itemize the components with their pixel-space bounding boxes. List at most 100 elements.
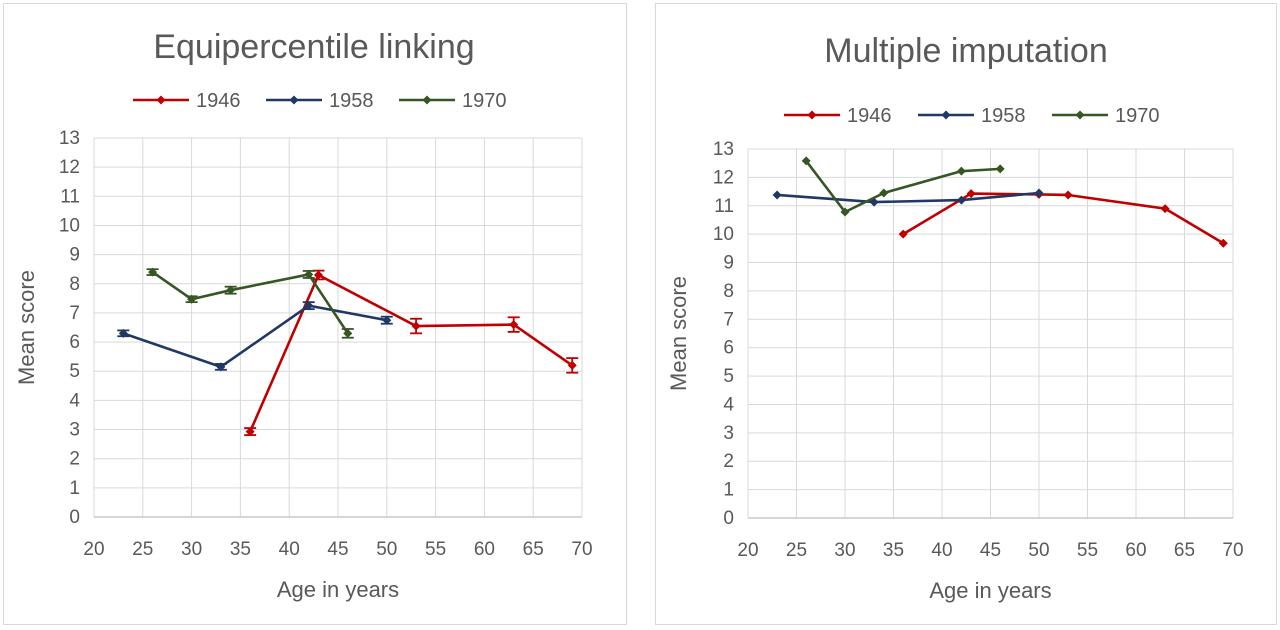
gridlines <box>747 148 1234 519</box>
data-point-1970 <box>801 156 811 166</box>
y-tick-label: 13 <box>713 139 734 160</box>
legend-marker-1958 <box>289 95 299 105</box>
x-tick-label: 30 <box>181 539 202 560</box>
series-line-1970 <box>151 271 349 335</box>
y-tick-label: 6 <box>69 332 80 353</box>
y-tick-label: 8 <box>723 281 734 302</box>
x-tick-label: 55 <box>1077 540 1098 561</box>
x-tick-label: 50 <box>1028 540 1049 561</box>
data-point-1958 <box>772 190 782 200</box>
y-tick-label: 5 <box>69 361 80 382</box>
data-point-1970 <box>879 188 889 198</box>
data-point-1958 <box>1034 188 1044 198</box>
gridlines <box>93 137 583 518</box>
data-point-1970 <box>304 269 314 279</box>
x-tick-label: 65 <box>523 539 544 560</box>
y-tick-label: 12 <box>713 167 734 188</box>
y-tick-label: 10 <box>59 215 80 236</box>
data-point-1946 <box>1160 204 1170 214</box>
data-point-1958 <box>304 301 314 311</box>
data-point-1958 <box>956 195 966 205</box>
y-tick-label: 6 <box>723 338 734 359</box>
legend-item-1946: 1946 <box>784 105 892 127</box>
series-1958 <box>772 188 1044 207</box>
data-point-1958 <box>869 197 879 207</box>
series-line-1970 <box>805 160 1001 214</box>
data-point-1970 <box>226 285 236 295</box>
legend-item-1958: 1958 <box>266 90 374 112</box>
legend: 1946 1958 1970 <box>784 105 1160 127</box>
x-tick-label: 25 <box>132 539 153 560</box>
y-tick-label: 8 <box>69 274 80 295</box>
legend-label-1970: 1970 <box>462 90 507 112</box>
data-point-1970 <box>148 267 158 277</box>
data-point-1970 <box>187 294 197 304</box>
legend-label-1946: 1946 <box>196 90 241 112</box>
y-tick-label: 2 <box>69 449 80 470</box>
data-point-1970 <box>995 164 1005 174</box>
x-axis-label: Age in years <box>277 577 399 602</box>
data-point-1970 <box>343 328 353 338</box>
x-tick-label: 25 <box>786 540 807 561</box>
y-tick-label: 11 <box>60 186 80 207</box>
y-tick-label: 4 <box>723 394 734 415</box>
data-point-1946 <box>966 189 976 199</box>
legend-label-1958: 1958 <box>981 105 1026 127</box>
series-line-1946 <box>248 273 573 433</box>
legend-label-1970: 1970 <box>1115 105 1160 127</box>
chart-title: Multiple imputation <box>824 32 1107 70</box>
x-tick-label: 65 <box>1174 540 1195 561</box>
legend-marker-1970 <box>1075 110 1085 120</box>
x-tick-label: 50 <box>376 539 397 560</box>
x-tick-label: 60 <box>474 539 495 560</box>
legend-item-1958: 1958 <box>918 105 1026 127</box>
legend-marker-1958 <box>941 110 951 120</box>
y-tick-label: 0 <box>723 508 734 529</box>
y-tick-label: 1 <box>69 478 80 499</box>
data-point-1946 <box>509 320 519 330</box>
data-point-1946 <box>898 229 908 239</box>
legend-marker-1946 <box>156 95 166 105</box>
data-point-1958 <box>118 328 128 338</box>
chart-title: Equipercentile linking <box>153 28 474 66</box>
series-line-1958 <box>777 191 1040 204</box>
y-axis-label: Mean score <box>14 270 39 385</box>
x-tick-label: 45 <box>327 539 348 560</box>
y-tick-label: 13 <box>59 128 80 149</box>
x-tick-label: 35 <box>230 539 251 560</box>
x-tick-label: 20 <box>83 539 104 560</box>
data-point-1970 <box>840 207 850 217</box>
legend-item-1946: 1946 <box>133 90 241 112</box>
legend-label-1958: 1958 <box>329 90 374 112</box>
x-tick-label: 45 <box>980 540 1001 561</box>
legend-item-1970: 1970 <box>1052 105 1160 127</box>
y-tick-label: 7 <box>723 309 734 330</box>
legend-marker-1970 <box>422 95 432 105</box>
series-1946 <box>898 189 1228 248</box>
legend-item-1970: 1970 <box>399 90 507 112</box>
y-tick-label: 4 <box>69 390 80 411</box>
data-point-1958 <box>382 315 392 325</box>
y-axis-label: Mean score <box>666 276 691 391</box>
x-tick-label: 40 <box>279 539 300 560</box>
series-1970 <box>146 267 354 339</box>
y-tick-label: 11 <box>714 196 734 217</box>
data-point-1958 <box>216 362 226 372</box>
y-tick-label: 0 <box>69 507 80 528</box>
data-point-1946 <box>1063 190 1073 200</box>
series-1946 <box>244 269 579 437</box>
y-tick-label: 9 <box>69 245 80 266</box>
y-tick-label: 10 <box>713 224 734 245</box>
series-1970 <box>801 156 1005 217</box>
x-tick-label: 30 <box>834 540 855 561</box>
chart-panel-multiple-imputation: Multiple imputation 1946 1958 1970 0 1 2 3 4 5 6 7 8… <box>655 3 1277 625</box>
legend-marker-1946 <box>807 110 817 120</box>
y-tick-label: 5 <box>723 366 734 387</box>
data-point-1970 <box>956 166 966 176</box>
x-tick-label: 70 <box>1222 540 1243 561</box>
x-tick-label: 20 <box>737 540 758 561</box>
